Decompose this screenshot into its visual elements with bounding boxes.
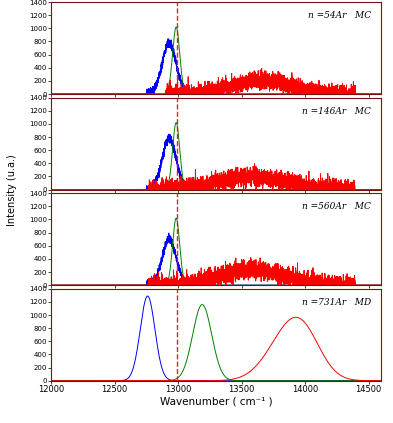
X-axis label: Wavenumber ( cm⁻¹ ): Wavenumber ( cm⁻¹ ) (160, 397, 272, 407)
Text: n =54Ar   MC: n =54Ar MC (308, 11, 371, 20)
Text: n =731Ar   MD: n =731Ar MD (302, 298, 371, 307)
Text: Intensity (u.a.): Intensity (u.a.) (7, 154, 17, 226)
Text: n =560Ar   MC: n =560Ar MC (303, 203, 371, 212)
Text: n =146Ar   MC: n =146Ar MC (303, 107, 371, 116)
